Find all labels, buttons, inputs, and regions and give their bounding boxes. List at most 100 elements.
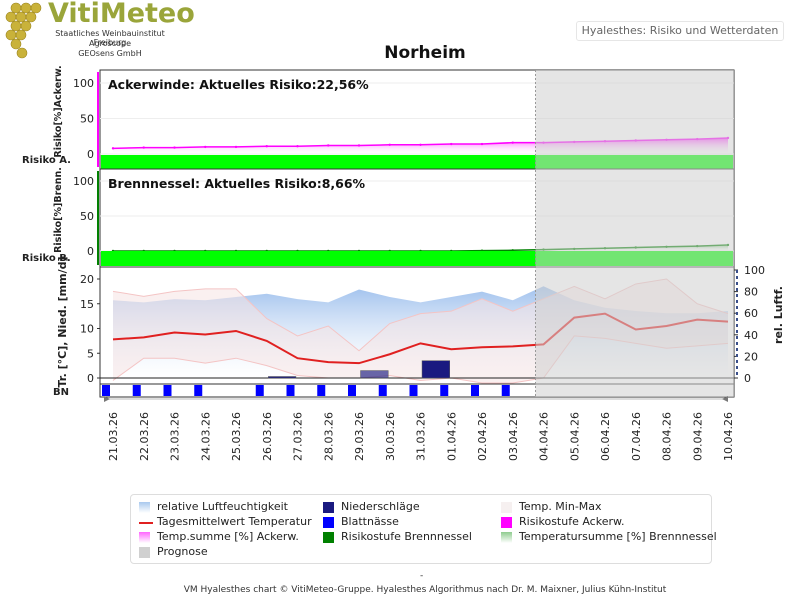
y-axis-label: Tr. [°C], Nied. [mm/d]: [56, 257, 69, 388]
blattnaesse-mark: [194, 385, 203, 396]
blattnaesse-mark: [409, 385, 418, 396]
x-tick-label: 05.04.26: [568, 412, 581, 461]
legend-item[interactable]: Blattnässe: [341, 515, 399, 528]
vitimeteo-logo: VitiMeteo Staatliches Weinbauinstitut Fr…: [2, 0, 195, 62]
blattnaesse-mark: [348, 385, 356, 396]
y2-tick-label: 60: [744, 307, 758, 320]
risk-row-label: Risiko B.: [22, 253, 71, 264]
x-tick-label: 03.04.26: [507, 412, 520, 461]
x-tick-label: 24.03.26: [199, 412, 212, 461]
legend-swatch: [501, 502, 512, 513]
x-tick-label: 01.04.26: [445, 412, 458, 461]
x-tick-label: 06.04.26: [599, 412, 612, 461]
legend-swatch: [139, 502, 150, 513]
y-tick-label: 5: [87, 347, 94, 360]
legend-item[interactable]: Temp. Min-Max: [519, 500, 602, 513]
logo-institute: Staatliches Weinbauinstitut Freiburg: [55, 29, 165, 47]
y2-tick-label: 0: [744, 372, 751, 385]
legend: relative Luftfeuchtigkeit Niederschläge Te…: [130, 494, 717, 564]
legend-swatch: [323, 532, 334, 543]
precip-bar: [360, 370, 389, 379]
x-tick-label: 09.04.26: [691, 412, 704, 461]
x-tick-label: 04.04.26: [538, 412, 551, 461]
legend-item[interactable]: Prognose: [157, 545, 208, 558]
panel-label: Brennnessel: Aktuelles Risiko:8,66%: [108, 176, 366, 191]
legend-item[interactable]: Risikostufe Brennnessel: [341, 530, 472, 543]
y2-tick-label: 80: [744, 286, 758, 299]
legend-item[interactable]: Risikostufe Ackerw.: [519, 515, 625, 528]
x-tick-label: 02.04.26: [476, 412, 489, 461]
y-tick-label: 20: [80, 273, 94, 286]
blattnaesse-mark: [317, 385, 326, 396]
blattnaesse-mark: [501, 385, 510, 396]
blattnaesse-mark: [378, 385, 387, 396]
legend-item[interactable]: Niederschläge: [341, 500, 420, 513]
legend-swatch: [501, 517, 512, 528]
blattnaesse-mark: [440, 385, 449, 396]
data-point: [419, 143, 422, 146]
data-point: [296, 144, 299, 148]
blattnaesse-mark: [163, 385, 172, 396]
legend-item[interactable]: Temp.summe [%] Ackerw.: [157, 530, 299, 543]
data-point: [450, 142, 453, 146]
legend-swatch: [139, 532, 150, 543]
x-tick-label: 29.03.26: [353, 412, 366, 461]
footer-credit: VM Hyalesthes chart © VitiMeteo-Gruppe. …: [183, 585, 667, 595]
grape-icon: [5, 2, 42, 59]
blattnaesse-mark: [255, 385, 264, 396]
x-tick-label: 08.04.26: [661, 412, 674, 461]
y-tick-label: 10: [80, 323, 94, 336]
x-tick-label: 25.03.26: [230, 412, 243, 461]
legend-item[interactable]: Temperatursumme [%] Brennnessel: [519, 530, 717, 543]
logo-title: VitiMeteo: [48, 0, 195, 29]
x-tick-label: 28.03.26: [322, 412, 335, 461]
legend-swatch: [323, 517, 334, 528]
data-point: [511, 141, 514, 144]
x-tick-label: 31.03.26: [415, 412, 428, 461]
y-tick-label: 50: [80, 113, 94, 126]
y-tick-label: 100: [73, 175, 94, 188]
prognose-overlay: [535, 70, 734, 397]
y2-axis-label: rel. Luftf.: [772, 286, 785, 344]
y-axis-label: Risiko[%]Ackerw.: [53, 65, 64, 157]
y2-tick-label: 20: [744, 350, 758, 363]
x-tick-label: 23.03.26: [169, 412, 182, 461]
x-tick-label: 26.03.26: [261, 412, 274, 461]
precip-bar: [268, 376, 297, 379]
legend-item[interactable]: relative Luftfeuchtigkeit: [157, 500, 288, 513]
legend-swatch: [501, 532, 512, 543]
blattnaesse-mark: [102, 385, 110, 396]
bn-row-label: BN: [53, 387, 69, 398]
blattnaesse-mark: [132, 385, 141, 396]
data-point: [388, 143, 391, 146]
x-tick-label: 27.03.26: [292, 412, 305, 461]
precip-bar: [421, 360, 450, 379]
y-tick-label: 15: [80, 298, 94, 311]
panel-label: Ackerwinde: Aktuelles Risiko:22,56%: [108, 77, 369, 92]
navigator-handle-left-icon: [104, 396, 110, 402]
x-tick-label: 21.03.26: [107, 412, 120, 461]
blattnaesse-mark: [471, 385, 479, 396]
data-point: [204, 145, 207, 149]
data-point: [357, 144, 361, 147]
chart-title: Norheim: [384, 43, 466, 63]
data-point: [480, 142, 484, 146]
chart-tab-title[interactable]: Hyalesthes: Risiko und Wetterdaten: [576, 21, 784, 41]
y2-tick-label: 40: [744, 329, 758, 342]
data-point: [234, 145, 238, 149]
risk-row-label: Risiko A.: [22, 155, 71, 166]
navigator-handle-right-icon: [722, 396, 728, 402]
logo-geosens: GEOsens GmbH: [78, 49, 142, 58]
legend-swatch: [323, 502, 334, 513]
data-point: [142, 146, 145, 149]
legend-item[interactable]: Tagesmittelwert Temperatur: [157, 515, 312, 528]
data-point: [327, 144, 330, 147]
y2-tick-label: 100: [744, 264, 765, 277]
y-tick-label: 0: [87, 148, 94, 161]
y-tick-label: 50: [80, 210, 94, 223]
y-tick-label: 100: [73, 77, 94, 90]
data-point: [111, 147, 115, 150]
y-tick-label: 0: [87, 245, 94, 258]
data-point: [265, 144, 268, 148]
